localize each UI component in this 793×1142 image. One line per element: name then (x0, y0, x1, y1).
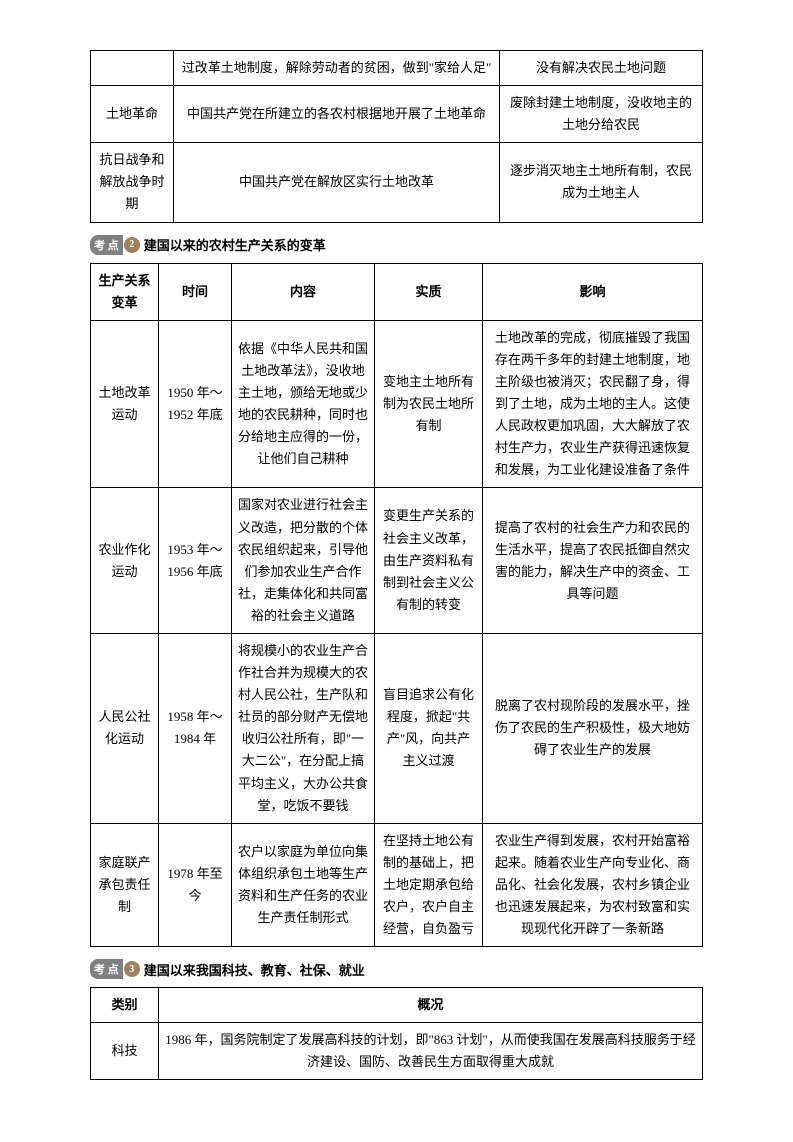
cell-overview: 1986 年，国务院制定了发展高科技的计划，即"863 计划"，从而使我国在发展… (159, 1023, 703, 1080)
heading-title: 建国以来我国科技、教育、社保、就业 (144, 960, 365, 979)
header-category: 类别 (91, 988, 159, 1023)
cell-time: 1958 年～1984 年 (159, 633, 232, 823)
table-row: 抗日战争和解放战争时期 中国共产党在解放区实行土地改革 逐步消灭地主土地所有制，… (91, 143, 703, 222)
cell-content: 过改革土地制度，解除劳动者的贫困，做到"家给人足" (174, 51, 500, 86)
table-row: 科技 1986 年，国务院制定了发展高科技的计划，即"863 计划"，从而使我国… (91, 1023, 703, 1080)
document-page: 过改革土地制度，解除劳动者的贫困，做到"家给人足" 没有解决农民土地问题 土地革… (0, 0, 793, 1142)
badge-label: 考 点 (90, 235, 123, 255)
table-header-row: 生产关系变革 时间 内容 实质 影响 (91, 263, 703, 320)
section-heading-2: 考 点 2 建国以来的农村生产关系的变革 (90, 235, 703, 255)
cell-time: 1978 年至今 (159, 823, 232, 946)
cell-essence: 变地主土地所有制为农民土地所有制 (375, 320, 483, 488)
cell-content: 中国共产党在解放区实行土地改革 (174, 143, 500, 222)
cell-content: 农户以家庭为单位向集体组织承包土地等生产资料和生产任务的农业生产责任制形式 (232, 823, 375, 946)
header-reform: 生产关系变革 (91, 263, 159, 320)
badge-icon: 考 点 2 (90, 235, 140, 255)
cell-impact: 土地改革的完成，彻底摧毁了我国存在两千多年的封建土地制度，地主阶级也被消灭；农民… (483, 320, 703, 488)
cell-reform: 家庭联产承包责任制 (91, 823, 159, 946)
badge-number: 3 (124, 961, 140, 977)
cell-time: 1950 年～1952 年底 (159, 320, 232, 488)
cell-impact: 脱离了农村现阶段的发展水平，挫伤了农民的生产积极性，极大地妨碍了农业生产的发展 (483, 633, 703, 823)
cell-essence: 盲目追求公有化程度，掀起"共产"风，向共产主义过渡 (375, 633, 483, 823)
section-heading-3: 考 点 3 建国以来我国科技、教育、社保、就业 (90, 959, 703, 979)
cell-period: 土地革命 (91, 86, 174, 143)
table-row: 农业作化运动 1953 年～1956 年底 国家对农业进行社会主义改造，把分散的… (91, 488, 703, 634)
cell-content: 中国共产党在所建立的各农村根据地开展了土地革命 (174, 86, 500, 143)
badge-number: 2 (124, 237, 140, 253)
table-land-reform-history: 过改革土地制度，解除劳动者的贫困，做到"家给人足" 没有解决农民土地问题 土地革… (90, 50, 703, 223)
table-row: 土地革命 中国共产党在所建立的各农村根据地开展了土地革命 废除封建土地制度，没收… (91, 86, 703, 143)
header-impact: 影响 (483, 263, 703, 320)
badge-label: 考 点 (90, 959, 123, 979)
cell-result: 逐步消灭地主土地所有制，农民成为土地主人 (500, 143, 703, 222)
table-row: 人民公社化运动 1958 年～1984 年 将规模小的农业生产合作社合并为规模大… (91, 633, 703, 823)
cell-reform: 人民公社化运动 (91, 633, 159, 823)
header-overview: 概况 (159, 988, 703, 1023)
cell-reform: 土地改革运动 (91, 320, 159, 488)
cell-content: 国家对农业进行社会主义改造，把分散的个体农民组织起来，引导他们参加农业生产合作社… (232, 488, 375, 634)
badge-icon: 考 点 3 (90, 959, 140, 979)
table-row: 土地改革运动 1950 年～1952 年底 依据《中华人民共和国土地改革法》，没… (91, 320, 703, 488)
cell-reform: 农业作化运动 (91, 488, 159, 634)
cell-impact: 提高了农村的社会生产力和农民的生活水平，提高了农民抵御自然灾害的能力，解决生产中… (483, 488, 703, 634)
heading-title: 建国以来的农村生产关系的变革 (144, 235, 326, 254)
header-essence: 实质 (375, 263, 483, 320)
cell-essence: 变更生产关系的社会主义改革，由生产资料私有制到社会主义公有制的转变 (375, 488, 483, 634)
cell-category: 科技 (91, 1023, 159, 1080)
table-tech-education: 类别 概况 科技 1986 年，国务院制定了发展高科技的计划，即"863 计划"… (90, 987, 703, 1080)
cell-content: 依据《中华人民共和国土地改革法》，没收地主土地，颁给无地或少地的农民耕种，同时也… (232, 320, 375, 488)
cell-essence: 在坚持土地公有制的基础上，把土地定期承包给农户，农户自主经营，自负盈亏 (375, 823, 483, 946)
header-time: 时间 (159, 263, 232, 320)
table-header-row: 类别 概况 (91, 988, 703, 1023)
cell-result: 废除封建土地制度，没收地主的土地分给农民 (500, 86, 703, 143)
table-row: 家庭联产承包责任制 1978 年至今 农户以家庭为单位向集体组织承包土地等生产资… (91, 823, 703, 946)
table-rural-production-reform: 生产关系变革 时间 内容 实质 影响 土地改革运动 1950 年～1952 年底… (90, 263, 703, 948)
cell-period: 抗日战争和解放战争时期 (91, 143, 174, 222)
cell-period (91, 51, 174, 86)
table-row: 过改革土地制度，解除劳动者的贫困，做到"家给人足" 没有解决农民土地问题 (91, 51, 703, 86)
cell-impact: 农业生产得到发展，农村开始富裕起来。随着农业生产向专业化、商品化、社会化发展，农… (483, 823, 703, 946)
header-content: 内容 (232, 263, 375, 320)
cell-time: 1953 年～1956 年底 (159, 488, 232, 634)
cell-content: 将规模小的农业生产合作社合并为规模大的农村人民公社，生产队和社员的部分财产无偿地… (232, 633, 375, 823)
cell-result: 没有解决农民土地问题 (500, 51, 703, 86)
